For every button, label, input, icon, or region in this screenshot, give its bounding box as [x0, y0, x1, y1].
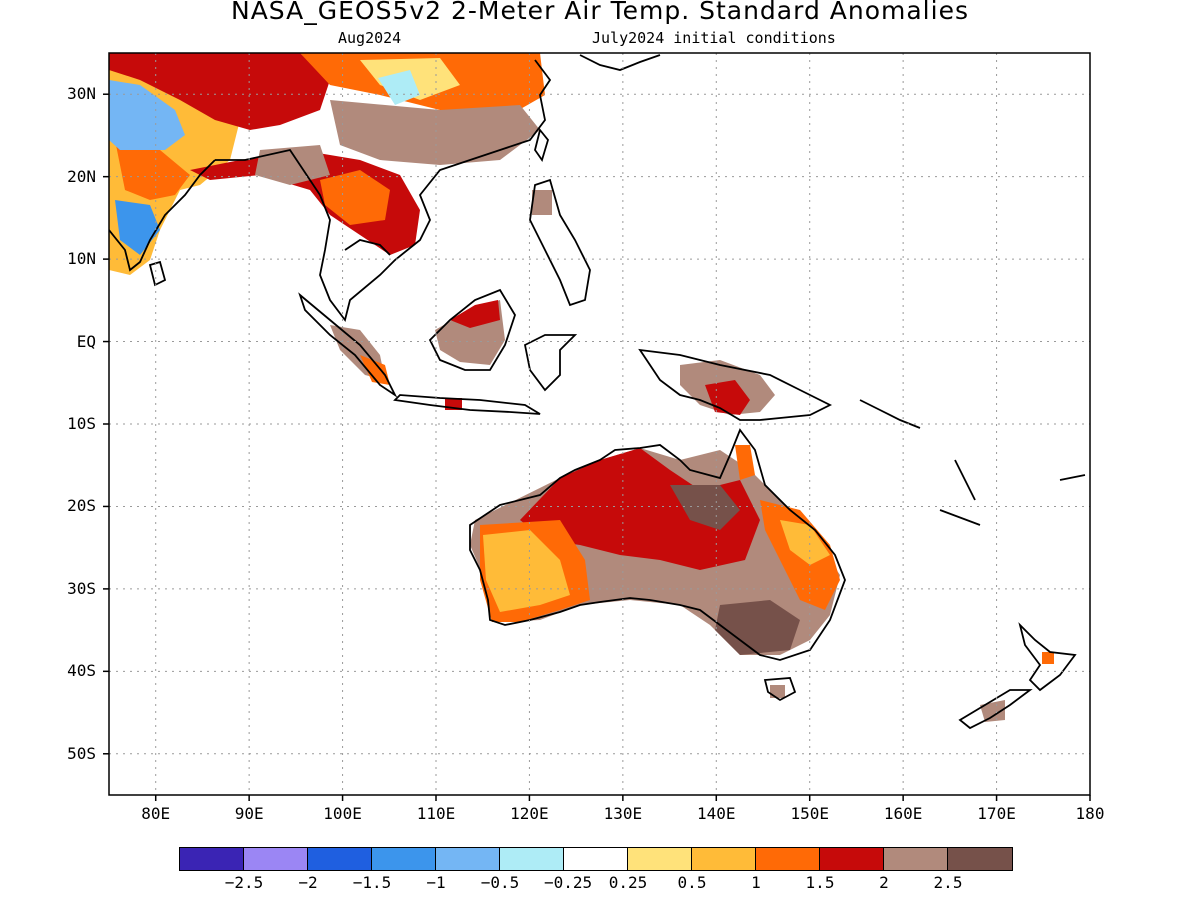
colorbar-label: −1: [426, 873, 446, 892]
colorbar-swatch: [372, 848, 436, 870]
coast-india: [109, 159, 216, 272]
coast-taiwan: [534, 128, 549, 163]
colorbar-label: −2.5: [224, 873, 264, 892]
colorbar-label: 0.25: [608, 873, 648, 892]
lat-tick-label: EQ: [76, 331, 96, 351]
lon-tick-label: 170E: [977, 804, 1016, 823]
map-title: NASA_GEOS5v2 2-Meter Air Temp. Standard …: [231, 0, 969, 25]
india-orange-field: [115, 140, 190, 200]
coast-newguinea: [638, 348, 833, 421]
colorbar-swatch: [692, 848, 756, 870]
lon-tick-label: 140E: [697, 804, 736, 823]
colorbar-swatch: [948, 848, 1012, 870]
cape-york-orange: [735, 445, 755, 480]
colorbar-label: 0.5: [677, 873, 707, 892]
forecast-month: Aug2024: [338, 29, 402, 47]
colorbar-label: 1.5: [805, 873, 835, 892]
coast-gulf-thailand: [344, 239, 391, 256]
lat-tick-label: 40S: [67, 661, 96, 681]
colorbar-swatch: [820, 848, 884, 870]
australia-dark: [670, 485, 740, 530]
indochina-orange: [320, 170, 390, 225]
india-cool-field: [109, 80, 185, 150]
lon-tick-label: 90E: [234, 804, 264, 823]
colorbar-label: −0.5: [480, 873, 520, 892]
lon-tick-label: 120E: [510, 804, 549, 823]
himalaya-dark-red: [109, 53, 330, 130]
coast-pacific-islands: [859, 399, 1086, 526]
coastlines: [109, 54, 1086, 730]
colorbar-swatch: [564, 848, 628, 870]
lat-tick-label: 30N: [67, 84, 96, 104]
lon-tick-label: 130E: [603, 804, 643, 823]
colorbar-label: 2.5: [933, 873, 963, 892]
coast-sumatra: [298, 292, 398, 398]
colorbar-swatch: [628, 848, 692, 870]
colorbar: [179, 847, 1013, 871]
colorbar-swatch: [308, 848, 372, 870]
tick-marks: [103, 93, 1091, 801]
coast-tasmania: [763, 677, 797, 702]
australia-east-yellow: [780, 520, 830, 565]
lon-tick-label: 180: [1075, 804, 1105, 823]
coast-australia: [469, 428, 846, 661]
initial-conditions: July2024 initial conditions: [592, 29, 836, 47]
lon-tick-label: 100E: [323, 804, 362, 823]
south-china-brown: [330, 100, 540, 165]
coast-indochina: [215, 59, 552, 323]
coast-nz-north: [1018, 622, 1077, 692]
lon-tick-label: 150E: [790, 804, 829, 823]
lon-tick-label: 80E: [141, 804, 171, 823]
colorbar-swatch: [436, 848, 500, 870]
philippines-brown: [532, 190, 552, 215]
colorbar-label: 1: [751, 873, 761, 892]
lat-tick-label: 30S: [67, 578, 96, 598]
lon-tick-label: 110E: [416, 804, 456, 823]
coast-nz-south: [958, 689, 1033, 730]
nz-orange: [1042, 652, 1054, 664]
australia-dark-2: [715, 600, 800, 655]
colorbar-swatch: [884, 848, 948, 870]
sumatra-red: [360, 355, 390, 385]
lat-tick-label: 10S: [67, 414, 96, 433]
coast-philippines: [529, 178, 591, 307]
australia-red: [520, 448, 760, 570]
lat-tick-label: 20S: [67, 496, 96, 516]
australia-west-yellow: [483, 530, 570, 612]
colorbar-swatch: [244, 848, 308, 870]
colorbar-swatch: [756, 848, 820, 870]
lat-tick-label: 50S: [67, 743, 96, 763]
colorbar-swatch: [180, 848, 244, 870]
china-cool: [378, 70, 420, 105]
coast-java: [393, 394, 541, 415]
coast-japan: [579, 54, 661, 71]
colorbar-label: −2: [298, 873, 318, 892]
lon-tick-label: 160E: [883, 804, 923, 823]
borneo-red: [450, 300, 500, 328]
coast-sulawesi: [523, 334, 578, 392]
lat-tick-label: 20N: [67, 166, 96, 186]
indochina-brown: [255, 145, 330, 185]
coast-borneo: [428, 288, 516, 371]
nz-brown: [980, 700, 1005, 722]
coast-srilanka: [148, 260, 167, 287]
colorbar-label: 2: [879, 873, 889, 892]
lat-tick-label: 10N: [67, 249, 96, 269]
anomaly-fields: [109, 53, 1054, 722]
tasmania-brown: [770, 685, 785, 698]
colorbar-label: −0.25: [544, 873, 593, 892]
gridlines: [109, 53, 1090, 795]
colorbar-swatch: [500, 848, 564, 870]
colorbar-label: −1.5: [352, 873, 392, 892]
